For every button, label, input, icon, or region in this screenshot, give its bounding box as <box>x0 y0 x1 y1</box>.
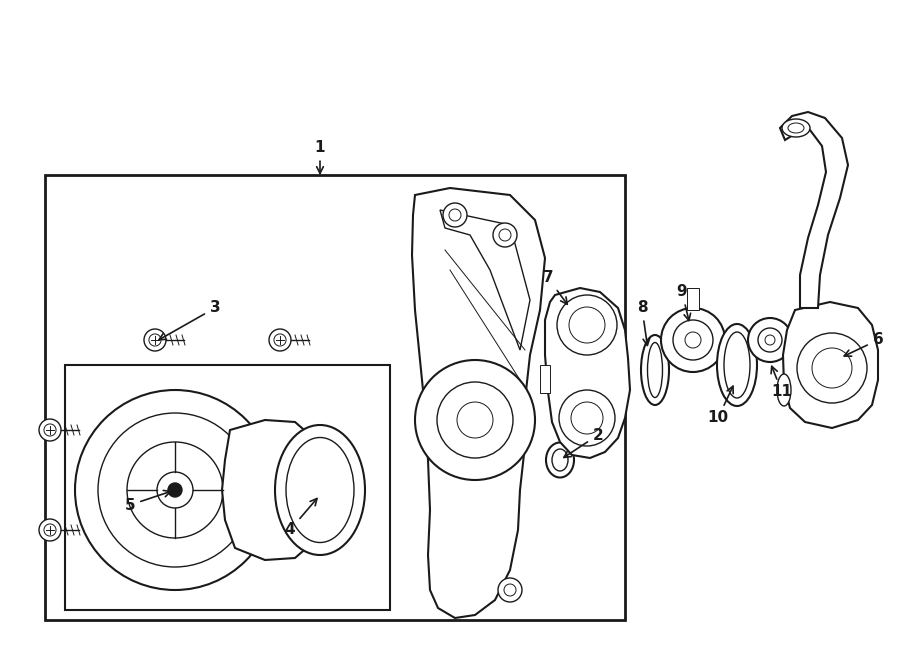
Polygon shape <box>545 288 630 458</box>
Polygon shape <box>780 112 848 308</box>
Circle shape <box>127 442 223 538</box>
Ellipse shape <box>777 374 791 406</box>
Circle shape <box>449 209 461 221</box>
Circle shape <box>157 472 193 508</box>
Circle shape <box>765 335 775 345</box>
Circle shape <box>571 402 603 434</box>
Circle shape <box>748 318 792 362</box>
Polygon shape <box>412 188 545 618</box>
Text: 1: 1 <box>315 141 325 173</box>
Circle shape <box>415 360 535 480</box>
Ellipse shape <box>647 342 662 397</box>
Text: 5: 5 <box>125 490 171 512</box>
Circle shape <box>569 307 605 343</box>
Circle shape <box>274 334 286 346</box>
Circle shape <box>44 424 56 436</box>
Circle shape <box>269 329 291 351</box>
Text: 11: 11 <box>771 366 793 399</box>
Ellipse shape <box>724 332 750 398</box>
Circle shape <box>559 390 615 446</box>
Text: 8: 8 <box>636 301 650 346</box>
Text: 2: 2 <box>564 428 603 457</box>
Ellipse shape <box>641 335 669 405</box>
Circle shape <box>39 419 61 441</box>
Ellipse shape <box>782 119 810 137</box>
Ellipse shape <box>788 123 804 133</box>
Circle shape <box>148 334 161 346</box>
Circle shape <box>44 524 56 536</box>
Circle shape <box>39 519 61 541</box>
Circle shape <box>75 390 275 590</box>
Bar <box>65 365 390 610</box>
Text: 6: 6 <box>844 332 884 356</box>
Polygon shape <box>440 210 530 350</box>
Ellipse shape <box>546 442 574 477</box>
Text: 10: 10 <box>707 386 733 426</box>
Circle shape <box>457 402 493 438</box>
Circle shape <box>661 308 725 372</box>
Circle shape <box>758 328 782 352</box>
Polygon shape <box>222 420 320 560</box>
Ellipse shape <box>552 449 568 471</box>
Circle shape <box>498 578 522 602</box>
Text: 4: 4 <box>284 498 317 537</box>
Ellipse shape <box>717 324 757 406</box>
Bar <box>687 288 699 310</box>
Circle shape <box>499 229 511 241</box>
Circle shape <box>437 382 513 458</box>
Bar <box>540 365 550 393</box>
Text: 7: 7 <box>543 270 567 304</box>
Ellipse shape <box>286 438 354 543</box>
Circle shape <box>168 483 182 497</box>
Circle shape <box>144 329 166 351</box>
Circle shape <box>797 333 867 403</box>
Circle shape <box>557 295 617 355</box>
Circle shape <box>443 203 467 227</box>
Bar <box>45 175 625 620</box>
Ellipse shape <box>275 425 365 555</box>
Circle shape <box>685 332 701 348</box>
Text: 3: 3 <box>159 301 220 340</box>
Circle shape <box>493 223 517 247</box>
Text: 9: 9 <box>677 284 690 321</box>
Circle shape <box>504 584 516 596</box>
Circle shape <box>812 348 852 388</box>
Circle shape <box>98 413 252 567</box>
Polygon shape <box>783 302 878 428</box>
Circle shape <box>673 320 713 360</box>
